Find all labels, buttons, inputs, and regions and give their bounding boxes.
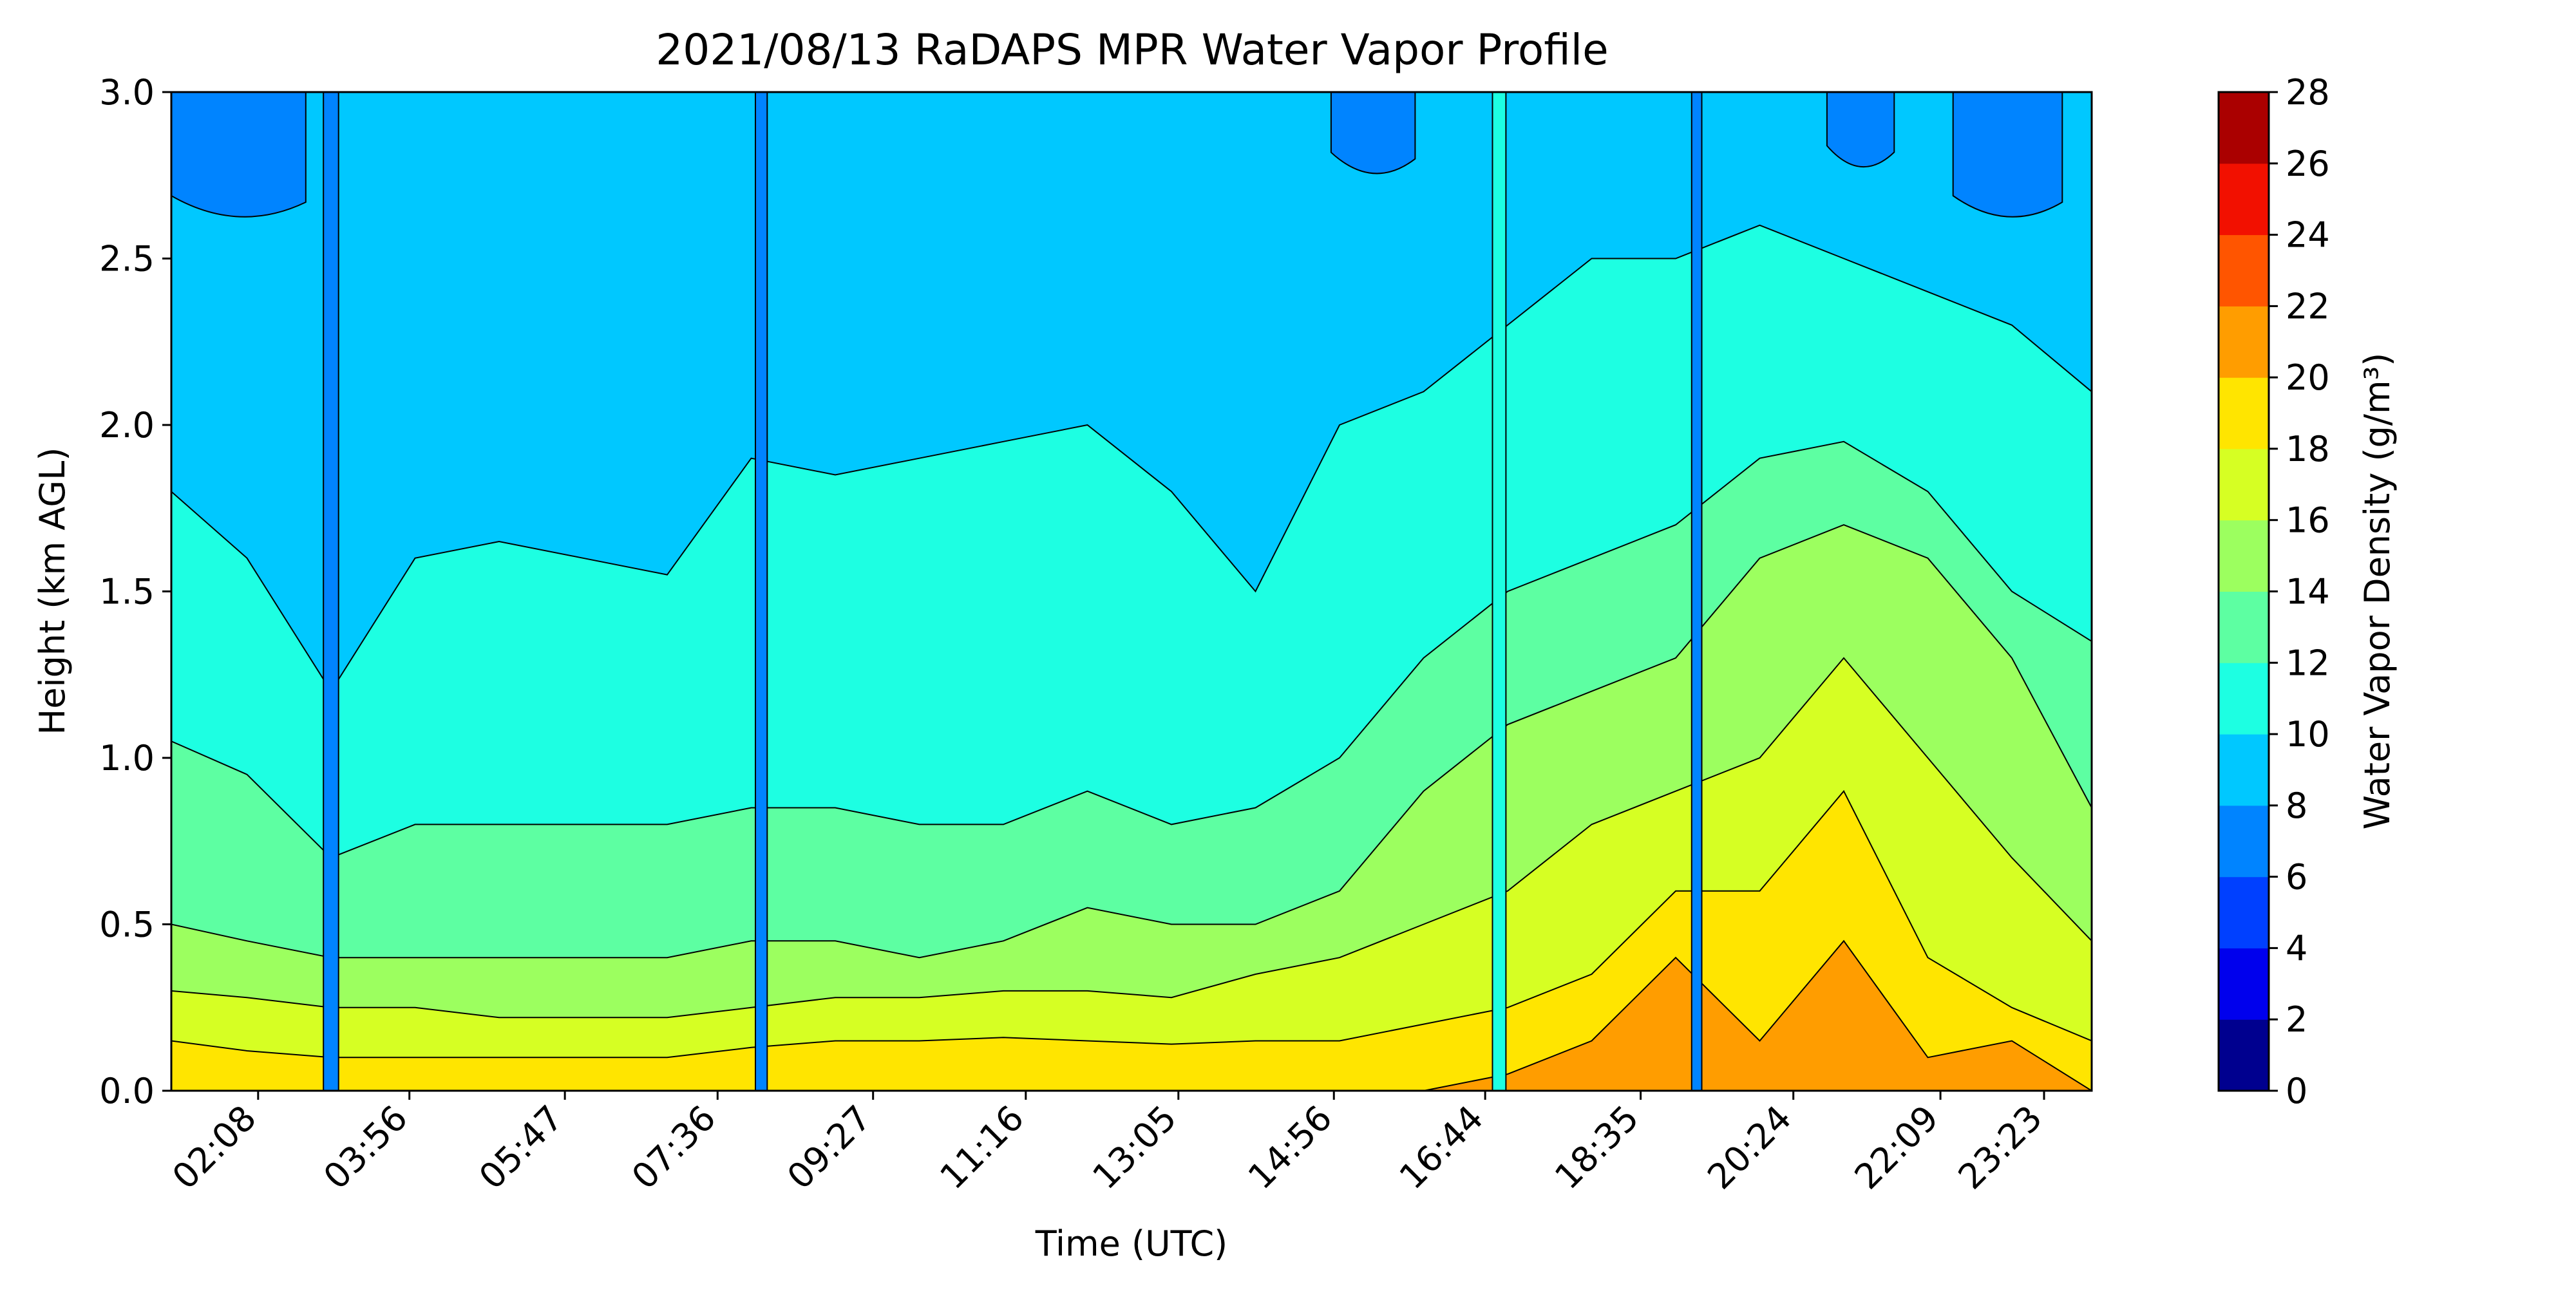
y-tick-label-6: 3.0 [99,72,155,113]
colorbar-tick-label-2: 4 [2286,928,2307,968]
x-tick-label-2: 05:47 [471,1098,571,1198]
contour-bands [171,92,2092,1091]
colorbar-segment-0 [2219,1019,2269,1091]
y-tick-label-0: 0.0 [99,1071,155,1111]
y-tick-label-5: 2.5 [99,239,155,279]
colorbar-segment-5 [2219,663,2269,735]
dry-patch-2 [1826,92,1895,167]
colorbar-tick-label-12: 24 [2286,215,2330,256]
colorbar-segment-8 [2219,448,2269,521]
contour-band-18 [171,789,2092,1091]
anomaly-streak-3 [1690,92,1703,1091]
anomaly-streak-0 [323,92,339,1091]
dry-patch-1 [1330,92,1416,174]
x-tick-label-9: 18:35 [1547,1098,1647,1198]
y-tick-label-4: 2.0 [99,405,155,446]
dry-patch-0 [171,92,307,218]
colorbar-segment-7 [2219,520,2269,592]
contour-band-20 [171,939,2092,1091]
x-tick-label-5: 11:16 [932,1098,1032,1198]
y-tick-label-3: 1.5 [99,572,155,612]
colorbar-segment-12 [2219,163,2269,236]
x-tick-label-1: 03:56 [316,1098,415,1198]
colorbar-tick-label-13: 26 [2286,144,2330,184]
dry-patch-3 [1952,92,2063,218]
y-axis: 0.0 0.5 1.0 1.5 2.0 2.5 3.0 [99,72,171,1111]
colorbar-tick-label-8: 16 [2286,500,2330,541]
x-axis: 02:08 03:56 05:47 07:36 09:27 11:16 13:05 14:56… [164,1091,2050,1197]
colorbar-tick-label-0: 0 [2286,1071,2307,1111]
colorbar-segment-10 [2219,306,2269,378]
y-tick-label-2: 1.0 [99,738,155,778]
colorbar-segment-1 [2219,948,2269,1020]
colorbar-tick-label-10: 20 [2286,357,2330,398]
x-tick-label-12: 23:23 [1951,1098,2050,1198]
colorbar-tick-label-3: 6 [2286,857,2307,898]
x-tick-label-3: 07:36 [624,1098,724,1198]
y-axis-label: Height (km AGL) [32,448,73,735]
chart-title: 2021/08/13 RaDAPS MPR Water Vapor Profil… [656,25,1608,75]
colorbar-tick-label-5: 10 [2286,714,2330,755]
colorbar-segment-4 [2219,734,2269,806]
colorbar-segment-2 [2219,876,2269,948]
anomaly-streak-1 [755,92,768,1091]
colorbar-segment-9 [2219,377,2269,449]
x-tick-label-7: 14:56 [1240,1098,1340,1198]
colorbar-segment-13 [2219,92,2269,164]
colorbar-tick-label-9: 18 [2286,429,2330,469]
plot-area [170,91,2093,1092]
colorbar-segment-6 [2219,591,2269,663]
anomaly-streak-2 [1492,92,1507,1091]
colorbar-segment-3 [2219,805,2269,878]
x-tick-label-0: 02:08 [164,1098,264,1198]
y-tick-label-1: 0.5 [99,905,155,945]
vertical-anomalies [323,92,1703,1091]
x-axis-label: Time (UTC) [1035,1223,1228,1264]
colorbar-tick-label-6: 12 [2286,643,2330,683]
x-tick-label-6: 13:05 [1084,1098,1184,1198]
colorbar-tick-label-4: 8 [2286,786,2307,826]
colorbar-segment-11 [2219,234,2269,306]
colorbar-tick-label-1: 2 [2286,999,2307,1040]
colorbar-tick-label-7: 14 [2286,572,2330,612]
x-tick-label-10: 20:24 [1700,1098,1799,1198]
x-tick-label-11: 22:09 [1847,1098,1947,1198]
colorbar-tick-label-11: 22 [2286,286,2330,326]
x-tick-label-4: 09:27 [779,1098,879,1198]
colorbar-label: Water Vapor Density (g/m³) [2357,353,2398,830]
x-tick-label-8: 16:44 [1392,1098,1492,1198]
colorbar-tick-label-14: 28 [2286,72,2330,113]
